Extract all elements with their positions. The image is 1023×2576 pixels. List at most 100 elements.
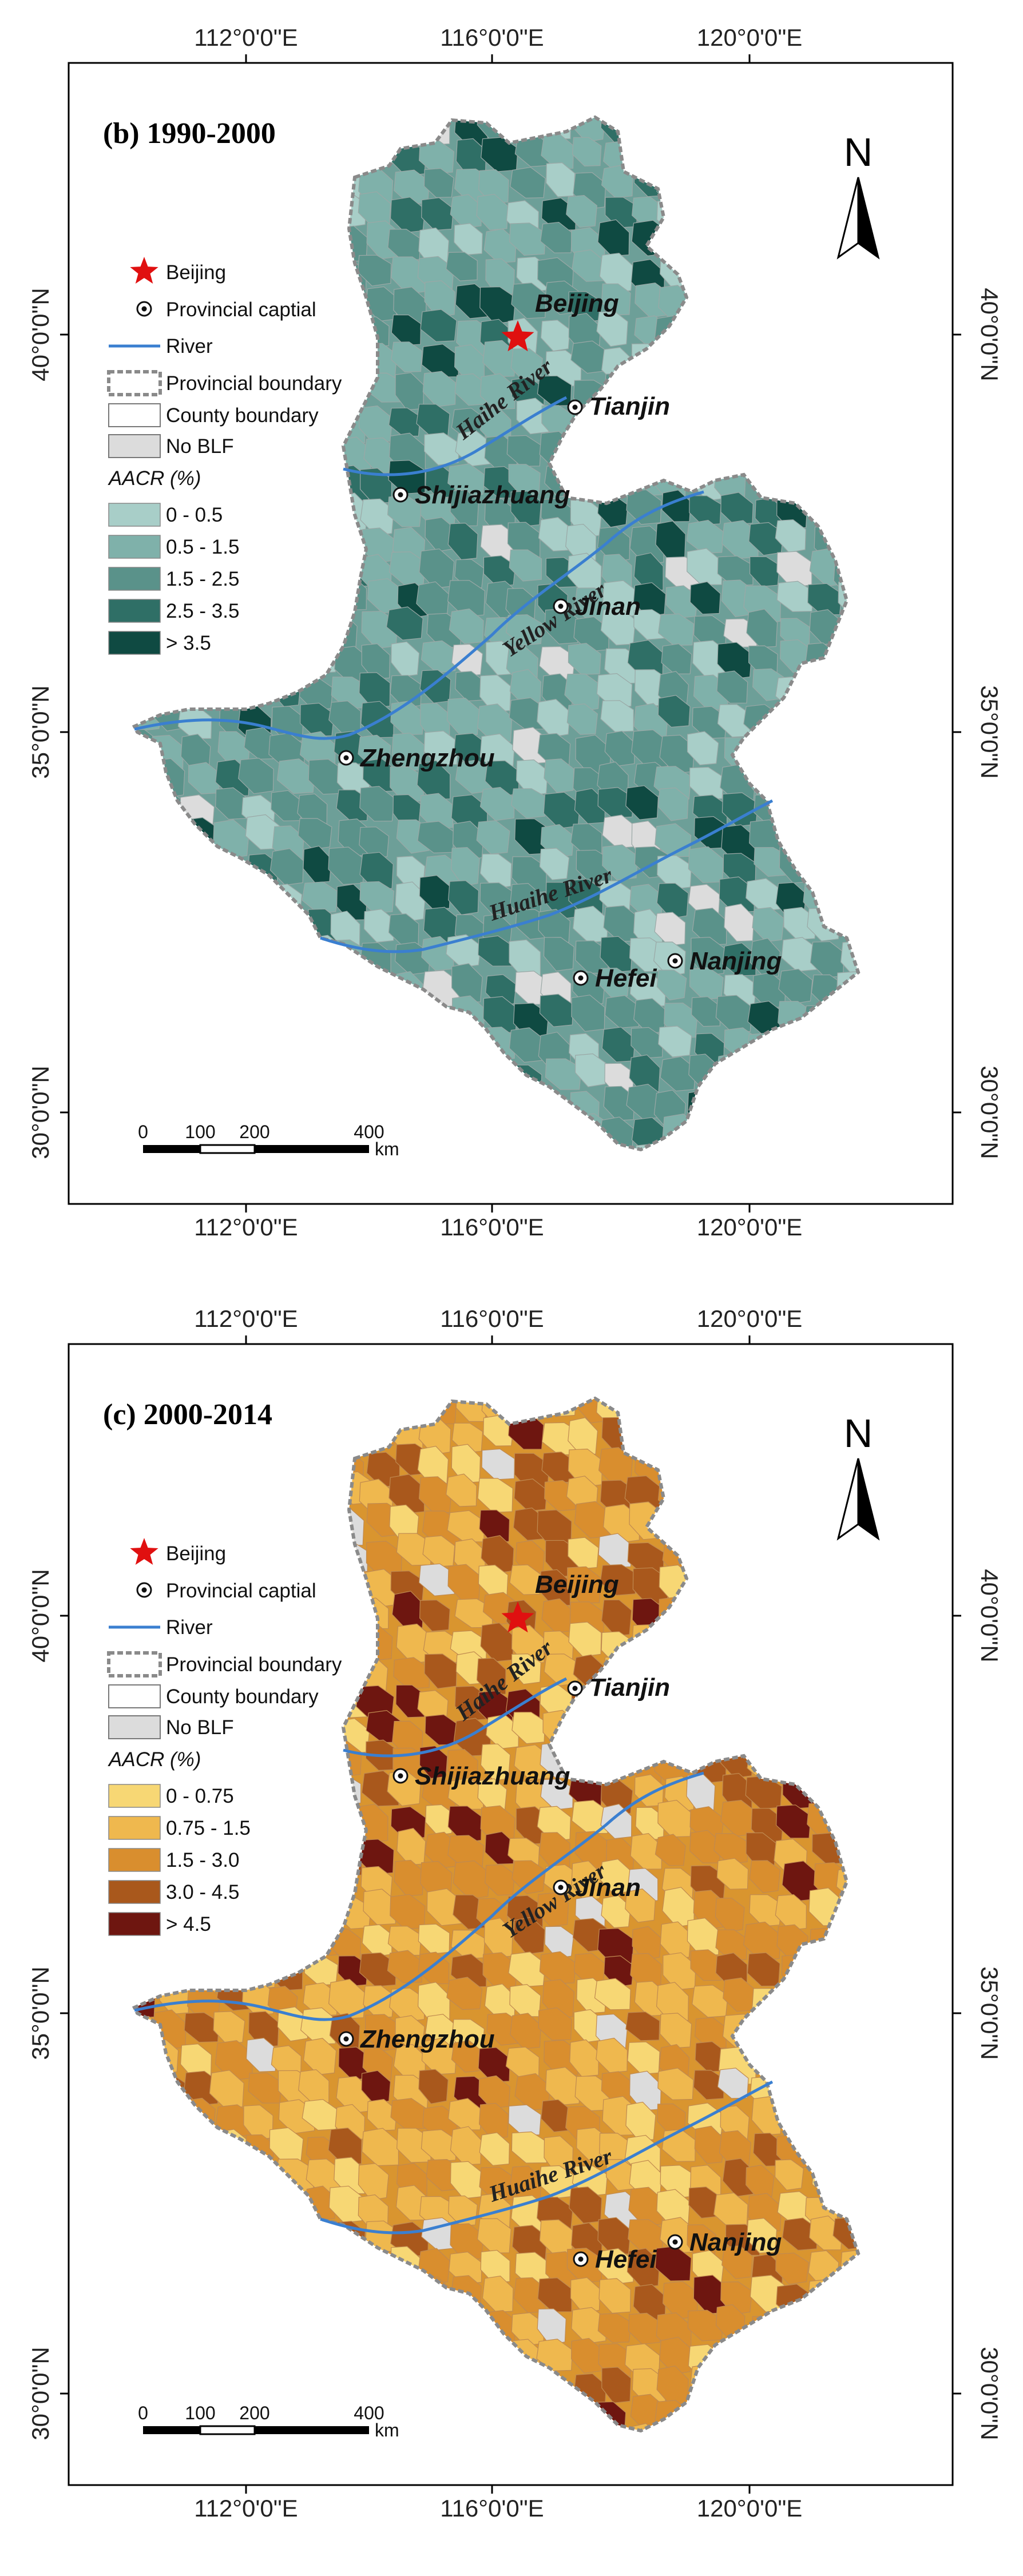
legend-prov-swatch	[107, 1651, 162, 1677]
county-polygon	[510, 166, 546, 199]
county-polygon	[778, 968, 813, 1004]
county-polygon	[597, 2313, 632, 2343]
county-polygon	[689, 766, 724, 800]
county-polygon	[537, 2277, 572, 2312]
county-polygon	[506, 614, 544, 646]
scale-bar: 0 100 200 400 km	[138, 1122, 399, 1159]
legend-county-swatch	[108, 403, 161, 427]
county-polygon	[633, 552, 664, 591]
county-polygon	[454, 223, 483, 256]
county-polygon	[600, 1564, 637, 1596]
city-label: Tianjin	[589, 1673, 670, 1702]
right-lat-label: 40°0'0"N	[976, 1569, 1003, 1663]
county-polygon	[746, 609, 778, 648]
yellow-river	[134, 490, 704, 740]
county-polygon	[509, 549, 542, 582]
county-polygon	[420, 309, 457, 342]
county-polygon	[328, 2185, 364, 2223]
cities: Beijing Tianjin Shijiazhuang Jinan Zheng…	[338, 1571, 782, 2273]
legend-class-swatch	[108, 1848, 161, 1872]
beijing-star-icon	[501, 1601, 534, 1633]
county-polygon	[508, 1951, 546, 1987]
county-polygon	[603, 1086, 635, 1121]
county-polygon	[509, 222, 546, 256]
county-polygon	[514, 1478, 548, 1512]
county-polygon	[481, 1448, 516, 1480]
county-polygon	[776, 581, 814, 613]
county-polygon	[388, 460, 426, 495]
county-polygon	[478, 935, 514, 967]
panel-title: (c) 2000-2014	[103, 1398, 272, 1431]
county-polygon	[568, 1537, 599, 1569]
county-polygon	[545, 1058, 582, 1090]
scale-tick: 100	[185, 2403, 215, 2423]
county-polygon	[543, 937, 574, 972]
legend-star-icon	[130, 1538, 158, 1565]
county-polygon	[570, 2277, 601, 2313]
county-polygon	[363, 1889, 398, 1925]
capital-marker-icon	[573, 970, 589, 986]
legend-class-label: 0 - 0.75	[166, 1785, 234, 1807]
right-lat-label: 35°0'0"N	[976, 1966, 1003, 2060]
county-polygon	[537, 1892, 569, 1927]
county-polygon	[485, 1831, 516, 1865]
county-polygon	[654, 912, 686, 946]
county-polygon	[539, 1951, 577, 1985]
county-polygon	[536, 2339, 573, 2372]
county-polygon	[303, 2038, 337, 2076]
county-polygon	[485, 1864, 516, 1896]
county-polygon	[597, 219, 630, 257]
county-polygon	[303, 845, 332, 883]
county-polygon	[749, 1894, 782, 1927]
county-polygon	[691, 996, 721, 1027]
county-polygon	[538, 2007, 572, 2041]
city-label: Shijiazhuang	[415, 481, 570, 509]
county-polygon	[743, 1921, 781, 1961]
scale-unit: km	[375, 1139, 399, 1159]
county-polygon	[386, 606, 423, 641]
legend-class-label: 1.5 - 3.0	[166, 1849, 239, 1871]
county-polygon	[302, 881, 339, 914]
county-polygon	[424, 1653, 458, 1689]
county-polygon	[750, 937, 781, 977]
county-polygon	[597, 2248, 635, 2285]
county-polygon	[419, 874, 451, 909]
scale-bar: 0 100 200 400 km	[138, 2403, 399, 2440]
bottom-lon-label: 116°0'0"E	[440, 1214, 544, 1241]
left-lat-label: 40°0'0"N	[27, 288, 54, 381]
county-polygon	[360, 498, 394, 536]
county-polygon	[421, 2038, 457, 2075]
county-polygon	[328, 700, 362, 735]
county-polygon	[419, 1599, 451, 1632]
county-polygon	[596, 673, 633, 707]
county-polygon	[776, 1804, 811, 1839]
county-polygon	[511, 788, 547, 819]
bottom-lon-label: 112°0'0"E	[194, 1214, 298, 1241]
top-lon-label: 112°0'0"E	[194, 1305, 298, 1332]
county-polygon	[476, 1657, 506, 1695]
legend-class-swatch	[108, 567, 161, 591]
county-polygon	[476, 820, 510, 854]
top-lon-label: 116°0'0"E	[440, 1305, 544, 1332]
county-polygon	[566, 1566, 602, 1604]
huaihe-river	[320, 2080, 774, 2235]
city-label: Beijing	[535, 289, 619, 317]
county-polygon	[447, 463, 486, 496]
county-polygon	[213, 2011, 245, 2045]
legend-class-swatch	[108, 1784, 161, 1808]
legend-heading: AACR (%)	[108, 467, 201, 490]
county-polygon	[476, 193, 509, 230]
yellow-river	[134, 1771, 704, 2021]
county-polygon	[566, 194, 597, 228]
county-polygon	[537, 2308, 566, 2346]
county-polygon	[512, 1712, 546, 1744]
rivers	[134, 396, 774, 953]
legend-capital: Provincial captial	[166, 1580, 316, 1602]
county-polygon	[479, 1509, 510, 1544]
city-label: Hefei	[595, 964, 657, 992]
county-polygon	[722, 2158, 754, 2197]
county-polygon	[328, 2127, 362, 2165]
county-polygon	[276, 758, 315, 794]
county-polygon	[659, 2336, 693, 2375]
county-polygon	[367, 2098, 398, 2132]
